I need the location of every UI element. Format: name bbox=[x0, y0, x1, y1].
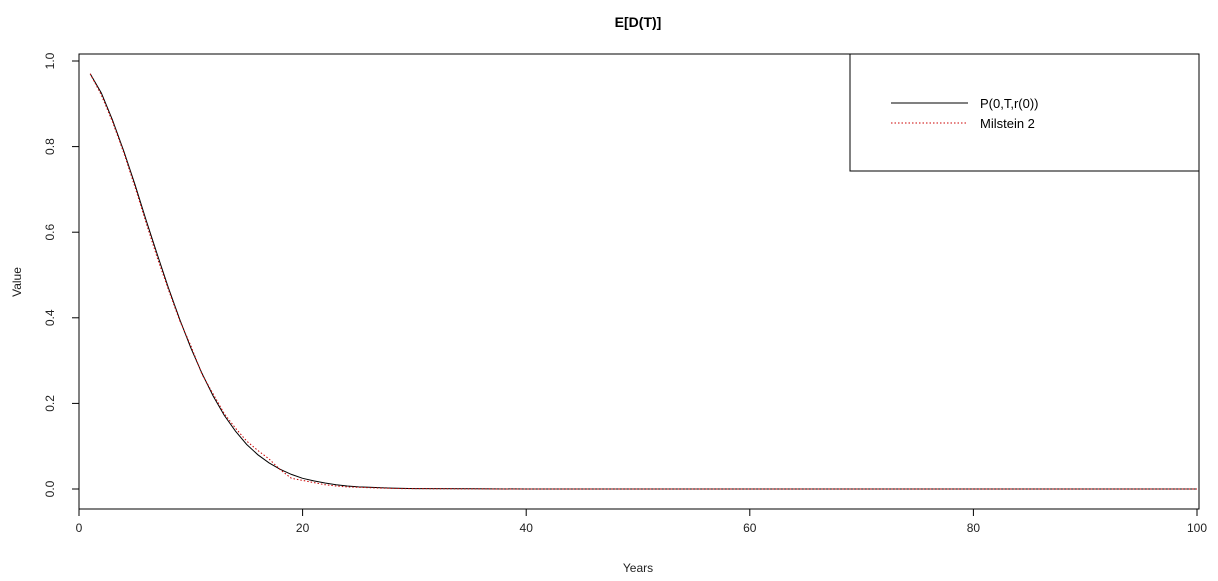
x-tick-label: 100 bbox=[1187, 521, 1207, 535]
plot-area bbox=[78, 53, 1200, 510]
y-tick-label: 1.0 bbox=[43, 52, 57, 69]
y-tick-label: 0.8 bbox=[43, 138, 57, 155]
legend-label-series-1: P(0,T,r(0)) bbox=[980, 96, 1039, 111]
series-layer bbox=[89, 73, 1197, 490]
x-tick-label: 40 bbox=[520, 521, 534, 535]
legend-label-series-2: Milstein 2 bbox=[980, 116, 1035, 131]
legend: P(0,T,r(0)) Milstein 2 bbox=[849, 53, 1200, 172]
chart-title: E[D(T)] bbox=[615, 14, 662, 30]
y-axis: 0.0 0.2 0.4 0.6 0.8 1.0 bbox=[43, 52, 79, 497]
x-tick-label: 60 bbox=[743, 521, 757, 535]
y-tick-label: 0.2 bbox=[43, 395, 57, 412]
y-tick-label: 0.4 bbox=[43, 309, 57, 326]
series-line-2 bbox=[89, 73, 1197, 490]
x-tick-label: 80 bbox=[967, 521, 981, 535]
x-axis: 0 20 40 60 80 100 bbox=[76, 509, 1207, 535]
y-tick-label: 0.0 bbox=[43, 480, 57, 497]
x-axis-title: Years bbox=[623, 561, 653, 575]
legend-box bbox=[849, 53, 1200, 172]
x-tick-label: 0 bbox=[76, 521, 83, 535]
y-axis-title: Value bbox=[10, 267, 24, 297]
x-tick-label: 20 bbox=[296, 521, 310, 535]
y-tick-label: 0.6 bbox=[43, 224, 57, 241]
